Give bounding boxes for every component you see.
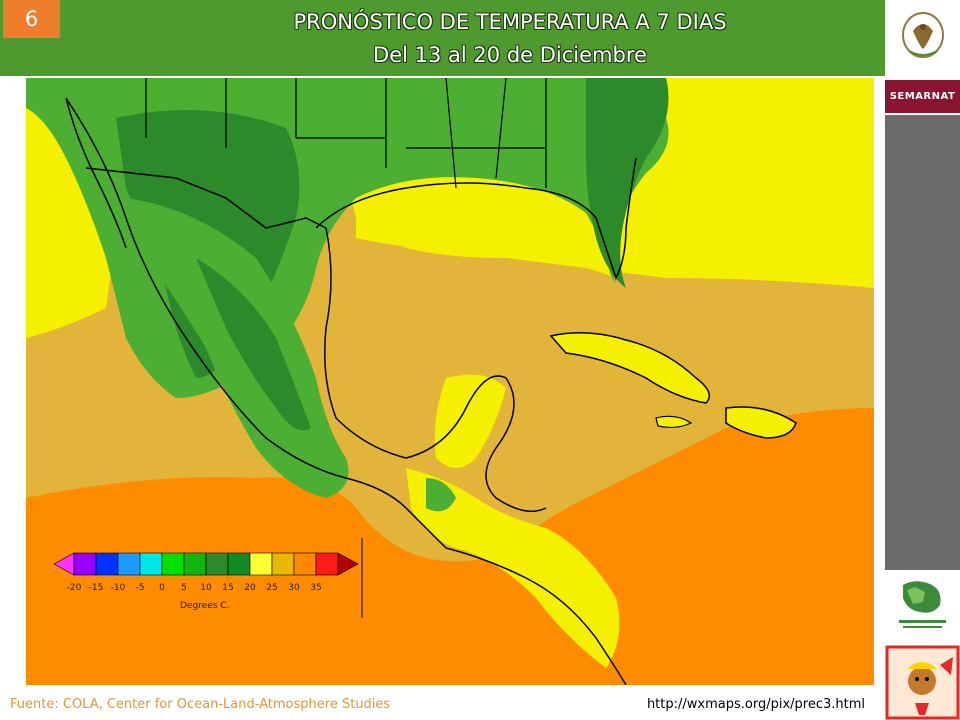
map-coastline-baja: [65, 97, 127, 249]
slide-number-badge: 6: [3, 0, 60, 38]
page-title: PRONÓSTICO DE TEMPERATURA A 7 DIAS: [60, 12, 960, 33]
map-border-us-mexico: [85, 167, 327, 229]
map-region-orange: [26, 408, 874, 685]
legend-arrow-right: [337, 552, 359, 576]
legend-tick-label: 15: [222, 583, 233, 593]
semarnat-badge: SEMARNAT: [885, 80, 960, 113]
map-region-yellow-west: [26, 78, 116, 338]
legend-tick-label: -20: [67, 583, 82, 593]
legend-swatch: [205, 552, 229, 576]
legend-tick-label: -5: [136, 583, 145, 593]
legend-tick-label: 10: [200, 583, 212, 593]
sidebar-gray-panel: [885, 115, 960, 570]
map-island-cuba: [549, 332, 711, 404]
conafor-logo-icon: [899, 581, 946, 628]
map-region-guatemala-green: [426, 478, 456, 512]
map-region-mexico-dark: [196, 258, 311, 431]
legend-swatch: [249, 552, 273, 576]
source-text: Fuente: COLA, Center for Ocean-Land-Atmo…: [10, 697, 391, 712]
map-region-central-america: [406, 468, 620, 668]
legend-tick-label: 5: [181, 583, 187, 593]
map-region-green-florida: [586, 78, 669, 288]
title-text: PRONÓSTICO DE TEMPERATURA A 7 DIAS: [293, 10, 727, 34]
legend-swatch: [227, 552, 251, 576]
legend-swatch: [161, 552, 185, 576]
legend-tick-label: 0: [159, 583, 165, 593]
mascot-icon: [885, 645, 960, 720]
legend-swatch: [293, 552, 317, 576]
legend-tick-label: 20: [244, 583, 256, 593]
map-state-borders: [145, 78, 547, 189]
page-subtitle: Del 13 al 20 de Diciembre: [60, 45, 960, 66]
subtitle-text: Del 13 al 20 de Diciembre: [373, 43, 647, 67]
legend-tick-labels: -20 -15 -10 -5 0 5 10 15 20 25 30 35: [67, 583, 322, 593]
map-island-hispaniola: [725, 406, 797, 439]
temperature-legend: -20 -15 -10 -5 0 5 10 15 20 25 30 35 Degrees C.: [53, 538, 363, 618]
map-coastline-pacific: [65, 97, 627, 685]
map-coastline-us: [315, 157, 637, 280]
conafor-panel: [885, 570, 960, 645]
map-region-yellow-gulf: [356, 177, 618, 278]
source-url-link[interactable]: http://wxmaps.org/pix/prec3.html: [646, 697, 865, 712]
map-region-yucatan: [434, 374, 506, 468]
legend-tick-label: -10: [111, 583, 126, 593]
legend-swatch: [95, 552, 119, 576]
temperature-forecast-map: -20 -15 -10 -5 0 5 10 15 20 25 30 35 Degrees C.: [26, 78, 874, 685]
legend-tick-label: 25: [266, 583, 277, 593]
mexico-seal-icon: [902, 12, 944, 58]
header-bar: [0, 0, 885, 76]
map-island-jamaica: [655, 415, 693, 429]
legend-unit-label: Degrees C.: [180, 601, 229, 611]
legend-swatch: [117, 552, 141, 576]
legend-swatch: [315, 552, 339, 576]
legend-tick-label: -15: [89, 583, 104, 593]
legend-tick-label: 30: [288, 583, 300, 593]
legend-tick-label: 35: [310, 583, 321, 593]
legend-swatch: [271, 552, 295, 576]
legend-swatch: [183, 552, 207, 576]
legend-swatch: [73, 552, 97, 576]
map-coastline-gulf: [324, 227, 547, 513]
legend-swatch: [139, 552, 163, 576]
